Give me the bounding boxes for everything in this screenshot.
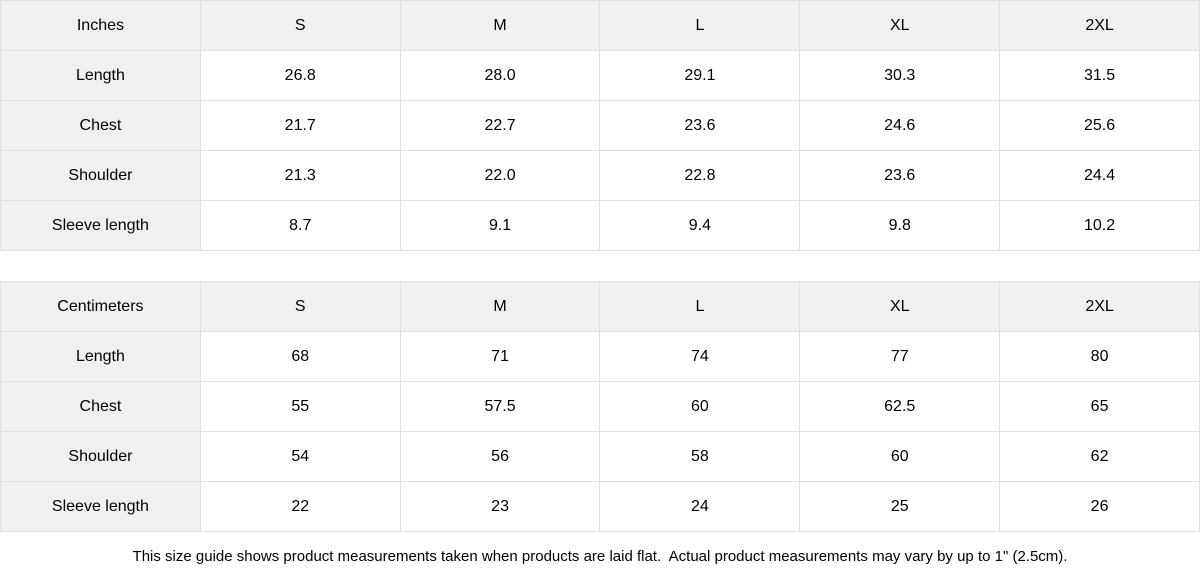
unit-header-cell: Inches [0, 0, 201, 51]
measurement-value-cell: 23.6 [599, 100, 801, 151]
inches-table: Inches S M L XL 2XL Length 26.8 28.0 29.1 30.3 31.5… [0, 0, 1200, 251]
measurement-value-cell: 55 [199, 381, 401, 432]
measurement-value-cell: 54 [199, 431, 401, 482]
size-guide-note: This size guide shows product measuremen… [132, 548, 1068, 565]
measurement-value-cell: 28.0 [399, 50, 601, 101]
measurement-value-cell: 10.2 [999, 200, 1200, 251]
table-gap [0, 251, 1200, 281]
table-row: Shoulder 21.3 22.0 22.8 23.6 24.4 [0, 150, 1200, 201]
measurement-value-cell: 77 [799, 331, 1001, 382]
size-header-cell: M [399, 281, 601, 332]
size-header-cell: 2XL [999, 281, 1200, 332]
table-row: Sleeve length 8.7 9.1 9.4 9.8 10.2 [0, 200, 1200, 251]
measurement-value-cell: 23.6 [799, 150, 1001, 201]
measurement-value-cell: 8.7 [199, 200, 401, 251]
measurement-value-cell: 22.8 [599, 150, 801, 201]
size-header-cell: 2XL [999, 0, 1200, 51]
measurement-label-cell: Chest [0, 100, 201, 151]
measurement-value-cell: 71 [399, 331, 601, 382]
measurement-value-cell: 58 [599, 431, 801, 482]
measurement-label-cell: Shoulder [0, 431, 201, 482]
measurement-value-cell: 26 [999, 481, 1200, 532]
measurement-label-cell: Sleeve length [0, 200, 201, 251]
header-row: Centimeters S M L XL 2XL [0, 281, 1200, 332]
measurement-value-cell: 80 [999, 331, 1200, 382]
table-row: Chest 21.7 22.7 23.6 24.6 25.6 [0, 100, 1200, 151]
measurement-value-cell: 25.6 [999, 100, 1200, 151]
measurement-label-cell: Sleeve length [0, 481, 201, 532]
measurement-value-cell: 24 [599, 481, 801, 532]
measurement-value-cell: 9.8 [799, 200, 1001, 251]
measurement-value-cell: 23 [399, 481, 601, 532]
measurement-value-cell: 9.1 [399, 200, 601, 251]
size-header-cell: S [199, 0, 401, 51]
measurement-value-cell: 21.3 [199, 150, 401, 201]
measurement-label-cell: Length [0, 331, 201, 382]
size-header-cell: XL [799, 281, 1001, 332]
measurement-value-cell: 60 [799, 431, 1001, 482]
measurement-value-cell: 60 [599, 381, 801, 432]
measurement-value-cell: 74 [599, 331, 801, 382]
measurement-label-cell: Chest [0, 381, 201, 432]
measurement-label-cell: Length [0, 50, 201, 101]
unit-header-cell: Centimeters [0, 281, 201, 332]
measurement-value-cell: 9.4 [599, 200, 801, 251]
measurement-value-cell: 57.5 [399, 381, 601, 432]
measurement-value-cell: 30.3 [799, 50, 1001, 101]
table-row: Length 68 71 74 77 80 [0, 331, 1200, 382]
measurement-value-cell: 68 [199, 331, 401, 382]
measurement-value-cell: 24.6 [799, 100, 1001, 151]
size-header-cell: S [199, 281, 401, 332]
measurement-value-cell: 65 [999, 381, 1200, 432]
table-row: Chest 55 57.5 60 62.5 65 [0, 381, 1200, 432]
table-row: Sleeve length 22 23 24 25 26 [0, 481, 1200, 532]
centimeters-table: Centimeters S M L XL 2XL Length 68 71 74 77 80 Chest… [0, 281, 1200, 532]
size-header-cell: XL [799, 0, 1001, 51]
measurement-value-cell: 25 [799, 481, 1001, 532]
measurement-value-cell: 29.1 [599, 50, 801, 101]
measurement-value-cell: 22.0 [399, 150, 601, 201]
table-row: Shoulder 54 56 58 60 62 [0, 431, 1200, 482]
measurement-value-cell: 21.7 [199, 100, 401, 151]
measurement-value-cell: 22 [199, 481, 401, 532]
measurement-value-cell: 56 [399, 431, 601, 482]
measurement-value-cell: 62.5 [799, 381, 1001, 432]
measurement-value-cell: 22.7 [399, 100, 601, 151]
measurement-label-cell: Shoulder [0, 150, 201, 201]
size-header-cell: L [599, 0, 801, 51]
measurement-value-cell: 26.8 [199, 50, 401, 101]
measurement-value-cell: 24.4 [999, 150, 1200, 201]
measurement-value-cell: 31.5 [999, 50, 1200, 101]
size-header-cell: L [599, 281, 801, 332]
header-row: Inches S M L XL 2XL [0, 0, 1200, 51]
measurement-value-cell: 62 [999, 431, 1200, 482]
size-header-cell: M [399, 0, 601, 51]
table-row: Length 26.8 28.0 29.1 30.3 31.5 [0, 50, 1200, 101]
